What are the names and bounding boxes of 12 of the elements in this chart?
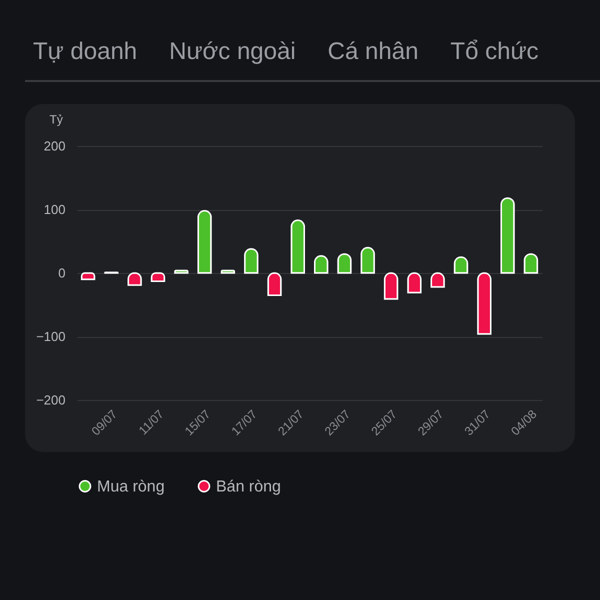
text: Tự doanh	[33, 38, 138, 67]
y-tick-label: −100	[36, 329, 66, 344]
text: Cá nhân	[328, 38, 418, 67]
text: Nước ngoài	[169, 38, 296, 67]
legend-label: Mua ròng	[97, 478, 165, 496]
y-axis-title: Tỷ	[50, 112, 63, 126]
y-tick-label: 200	[44, 138, 66, 154]
y-tick-label: 100	[44, 202, 66, 217]
y-tick-label: 0	[58, 266, 66, 280]
legend-label: Bán ròng	[216, 478, 281, 496]
y-tick-label: −200	[36, 392, 66, 408]
text: Tổ chức	[450, 38, 539, 67]
